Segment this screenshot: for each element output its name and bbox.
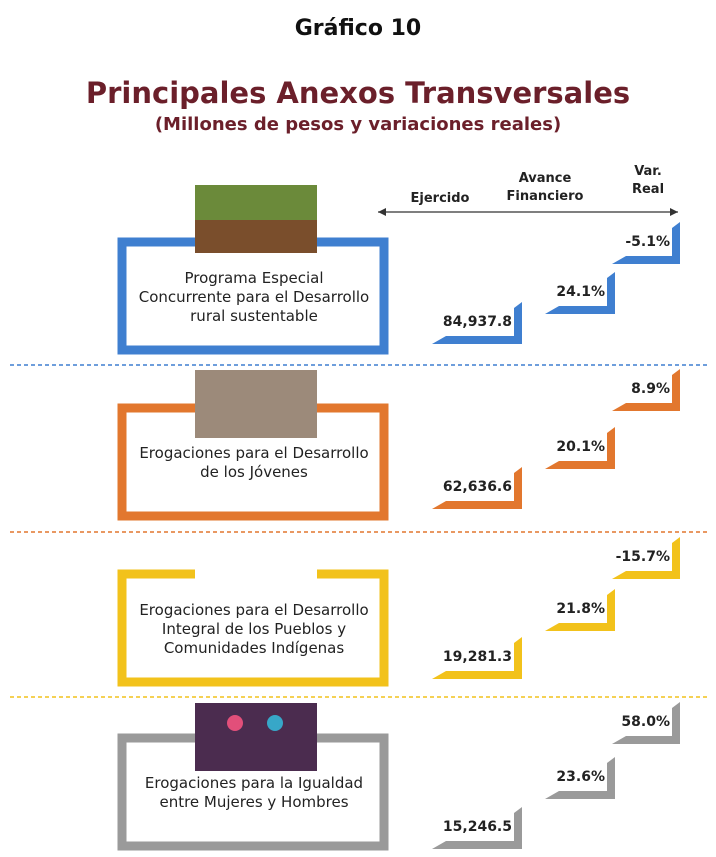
value-avance: 24.1% bbox=[556, 284, 605, 300]
value-var: -5.1% bbox=[625, 234, 670, 250]
value-avance: 23.6% bbox=[556, 769, 605, 785]
step bbox=[612, 702, 680, 744]
value-avance: 21.8% bbox=[556, 601, 605, 617]
subtitle: Principales Anexos Transversales bbox=[85, 76, 631, 110]
step bbox=[612, 537, 680, 579]
row-label: Erogaciones para el Desarrollo Integral … bbox=[139, 600, 369, 657]
step bbox=[432, 302, 522, 344]
col-var: Var. Real bbox=[631, 164, 665, 197]
image bbox=[195, 370, 317, 438]
icon bbox=[267, 715, 283, 731]
col-avance: Avance Financiero bbox=[506, 171, 584, 204]
step bbox=[545, 589, 615, 631]
value-ejercido: 62,636.6 bbox=[442, 479, 512, 495]
step bbox=[612, 222, 680, 264]
value-var: 8.9% bbox=[631, 381, 670, 397]
value-ejercido: 19,281.3 bbox=[442, 649, 512, 665]
value-avance: 20.1% bbox=[556, 439, 605, 455]
col-ejercido: Ejercido bbox=[410, 191, 470, 206]
title: Gráfico 10 bbox=[294, 16, 422, 41]
image bbox=[195, 703, 317, 771]
row-label: Erogaciones para la Igualdad entre Mujer… bbox=[144, 774, 364, 811]
image bbox=[195, 540, 317, 608]
row-label: Programa Especial Concurrente para el De… bbox=[138, 268, 370, 325]
units: (Millones de pesos y variaciones reales) bbox=[154, 114, 562, 135]
step bbox=[545, 757, 615, 799]
value-var: -15.7% bbox=[615, 549, 670, 565]
step bbox=[432, 807, 522, 849]
step bbox=[545, 272, 615, 314]
value-ejercido: 15,246.5 bbox=[442, 819, 512, 835]
step bbox=[545, 427, 615, 469]
step bbox=[432, 637, 522, 679]
row-label: Erogaciones para el Desarrollo de los Jó… bbox=[139, 444, 369, 481]
value-ejercido: 84,937.8 bbox=[442, 314, 512, 330]
value-var: 58.0% bbox=[621, 714, 670, 730]
image-field bbox=[195, 220, 317, 253]
icon bbox=[227, 715, 243, 731]
step bbox=[612, 369, 680, 411]
step bbox=[432, 467, 522, 509]
